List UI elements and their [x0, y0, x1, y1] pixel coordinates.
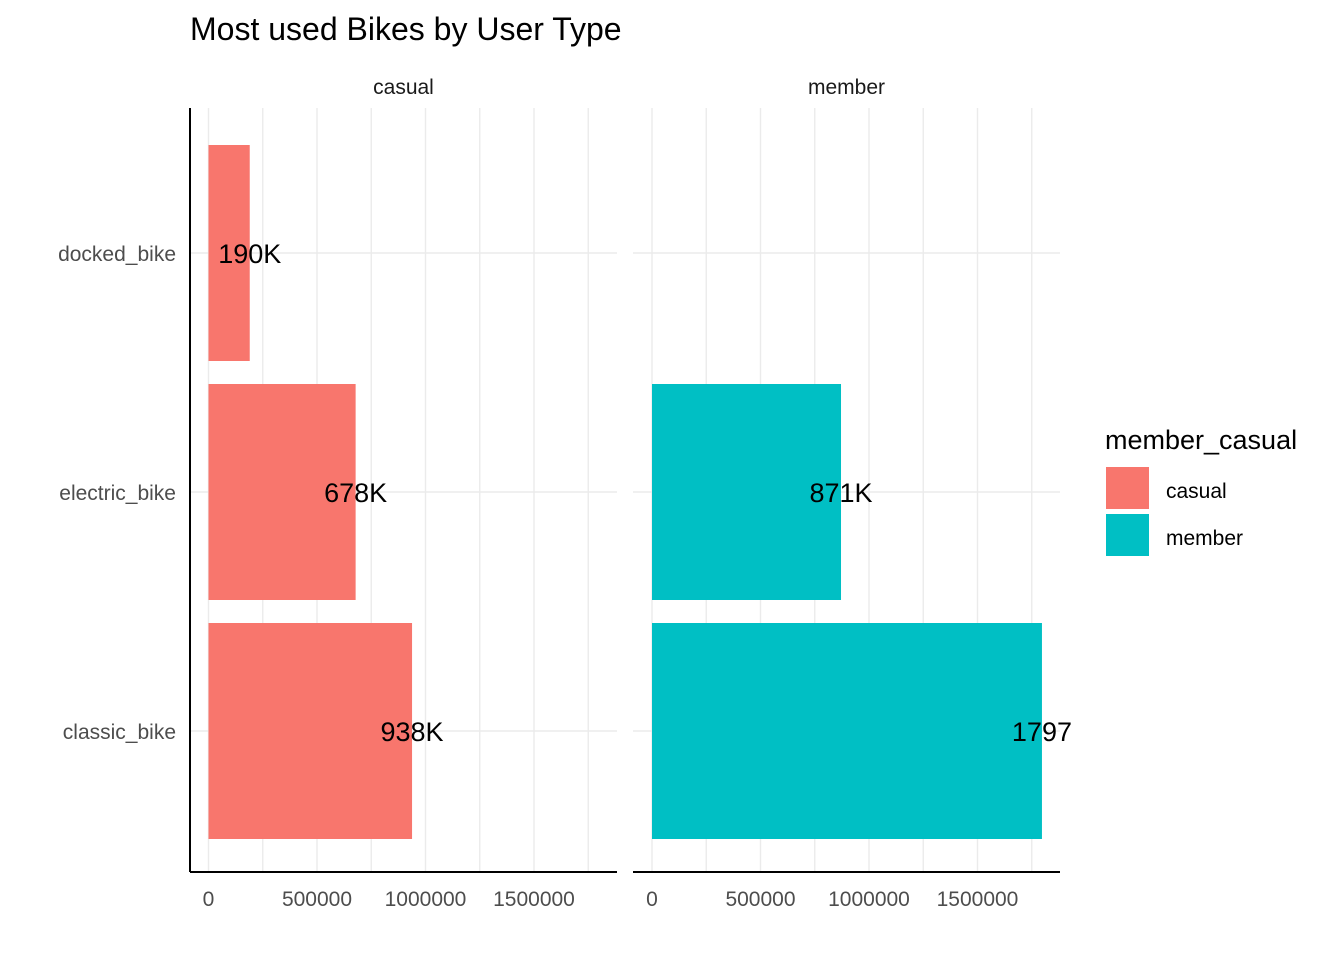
bar-casual-docked-bike: [208, 145, 250, 361]
bar-casual-electric-bike: [208, 384, 356, 600]
bar-casual-classic-bike: [208, 623, 413, 839]
facet-panel-casual: casual 938K 678K 190K 0 500000 1000000 1500000 c…: [58, 76, 617, 911]
data-label: 1797: [1012, 717, 1072, 747]
legend-label-casual: casual: [1166, 480, 1227, 503]
x-tick-label: 0: [646, 888, 658, 911]
facet-panel-member: member 1797 871K 0 500000 1000000 1500000: [633, 76, 1072, 911]
bar-member-classic-bike: [652, 623, 1042, 839]
data-label: 938K: [381, 717, 444, 747]
y-tick-label: electric_bike: [59, 482, 176, 505]
legend-title: member_casual: [1105, 425, 1297, 455]
legend-label-member: member: [1166, 527, 1243, 550]
facet-strip-label: casual: [373, 76, 434, 99]
bar-member-electric-bike: [652, 384, 842, 600]
x-tick-label: 1000000: [828, 888, 910, 911]
legend-key-casual: [1106, 467, 1149, 509]
x-tick-label: 0: [203, 888, 215, 911]
data-label: 678K: [324, 478, 387, 508]
x-tick-label: 1000000: [385, 888, 467, 911]
facet-panels: casual 938K 678K 190K 0 500000 1000000 1500000 c…: [58, 76, 1072, 911]
legend-key-member: [1106, 514, 1149, 556]
x-tick-label: 500000: [282, 888, 352, 911]
data-label: 190K: [218, 239, 281, 269]
y-tick-label: docked_bike: [58, 243, 176, 266]
facet-strip-label: member: [808, 76, 885, 99]
data-label: 871K: [809, 478, 872, 508]
chart-title: Most used Bikes by User Type: [190, 11, 622, 47]
legend: member_casual casual member: [1105, 425, 1297, 556]
y-tick-label: classic_bike: [63, 721, 176, 744]
x-tick-label: 1500000: [493, 888, 575, 911]
x-tick-label: 500000: [725, 888, 795, 911]
x-tick-label: 1500000: [937, 888, 1019, 911]
